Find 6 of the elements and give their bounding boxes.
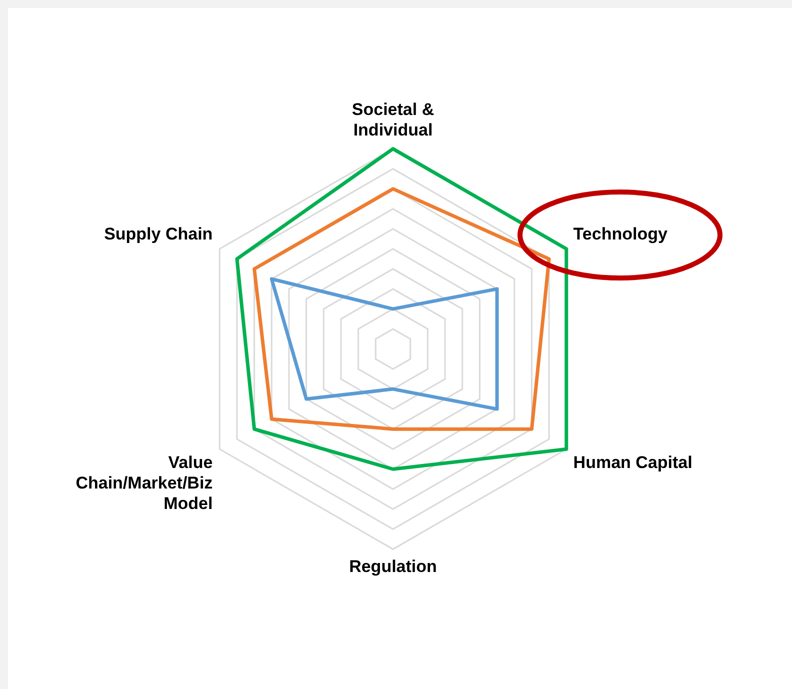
spoke-label: Supply Chain xyxy=(104,224,213,244)
spoke-label: Societal & Individual xyxy=(352,100,434,140)
spoke-label: Value Chain/Market/Biz Model xyxy=(76,452,213,513)
spoke-label: Technology xyxy=(573,224,668,244)
spoke-label: Regulation xyxy=(349,557,437,576)
spoke-label: Human Capital xyxy=(573,452,692,472)
